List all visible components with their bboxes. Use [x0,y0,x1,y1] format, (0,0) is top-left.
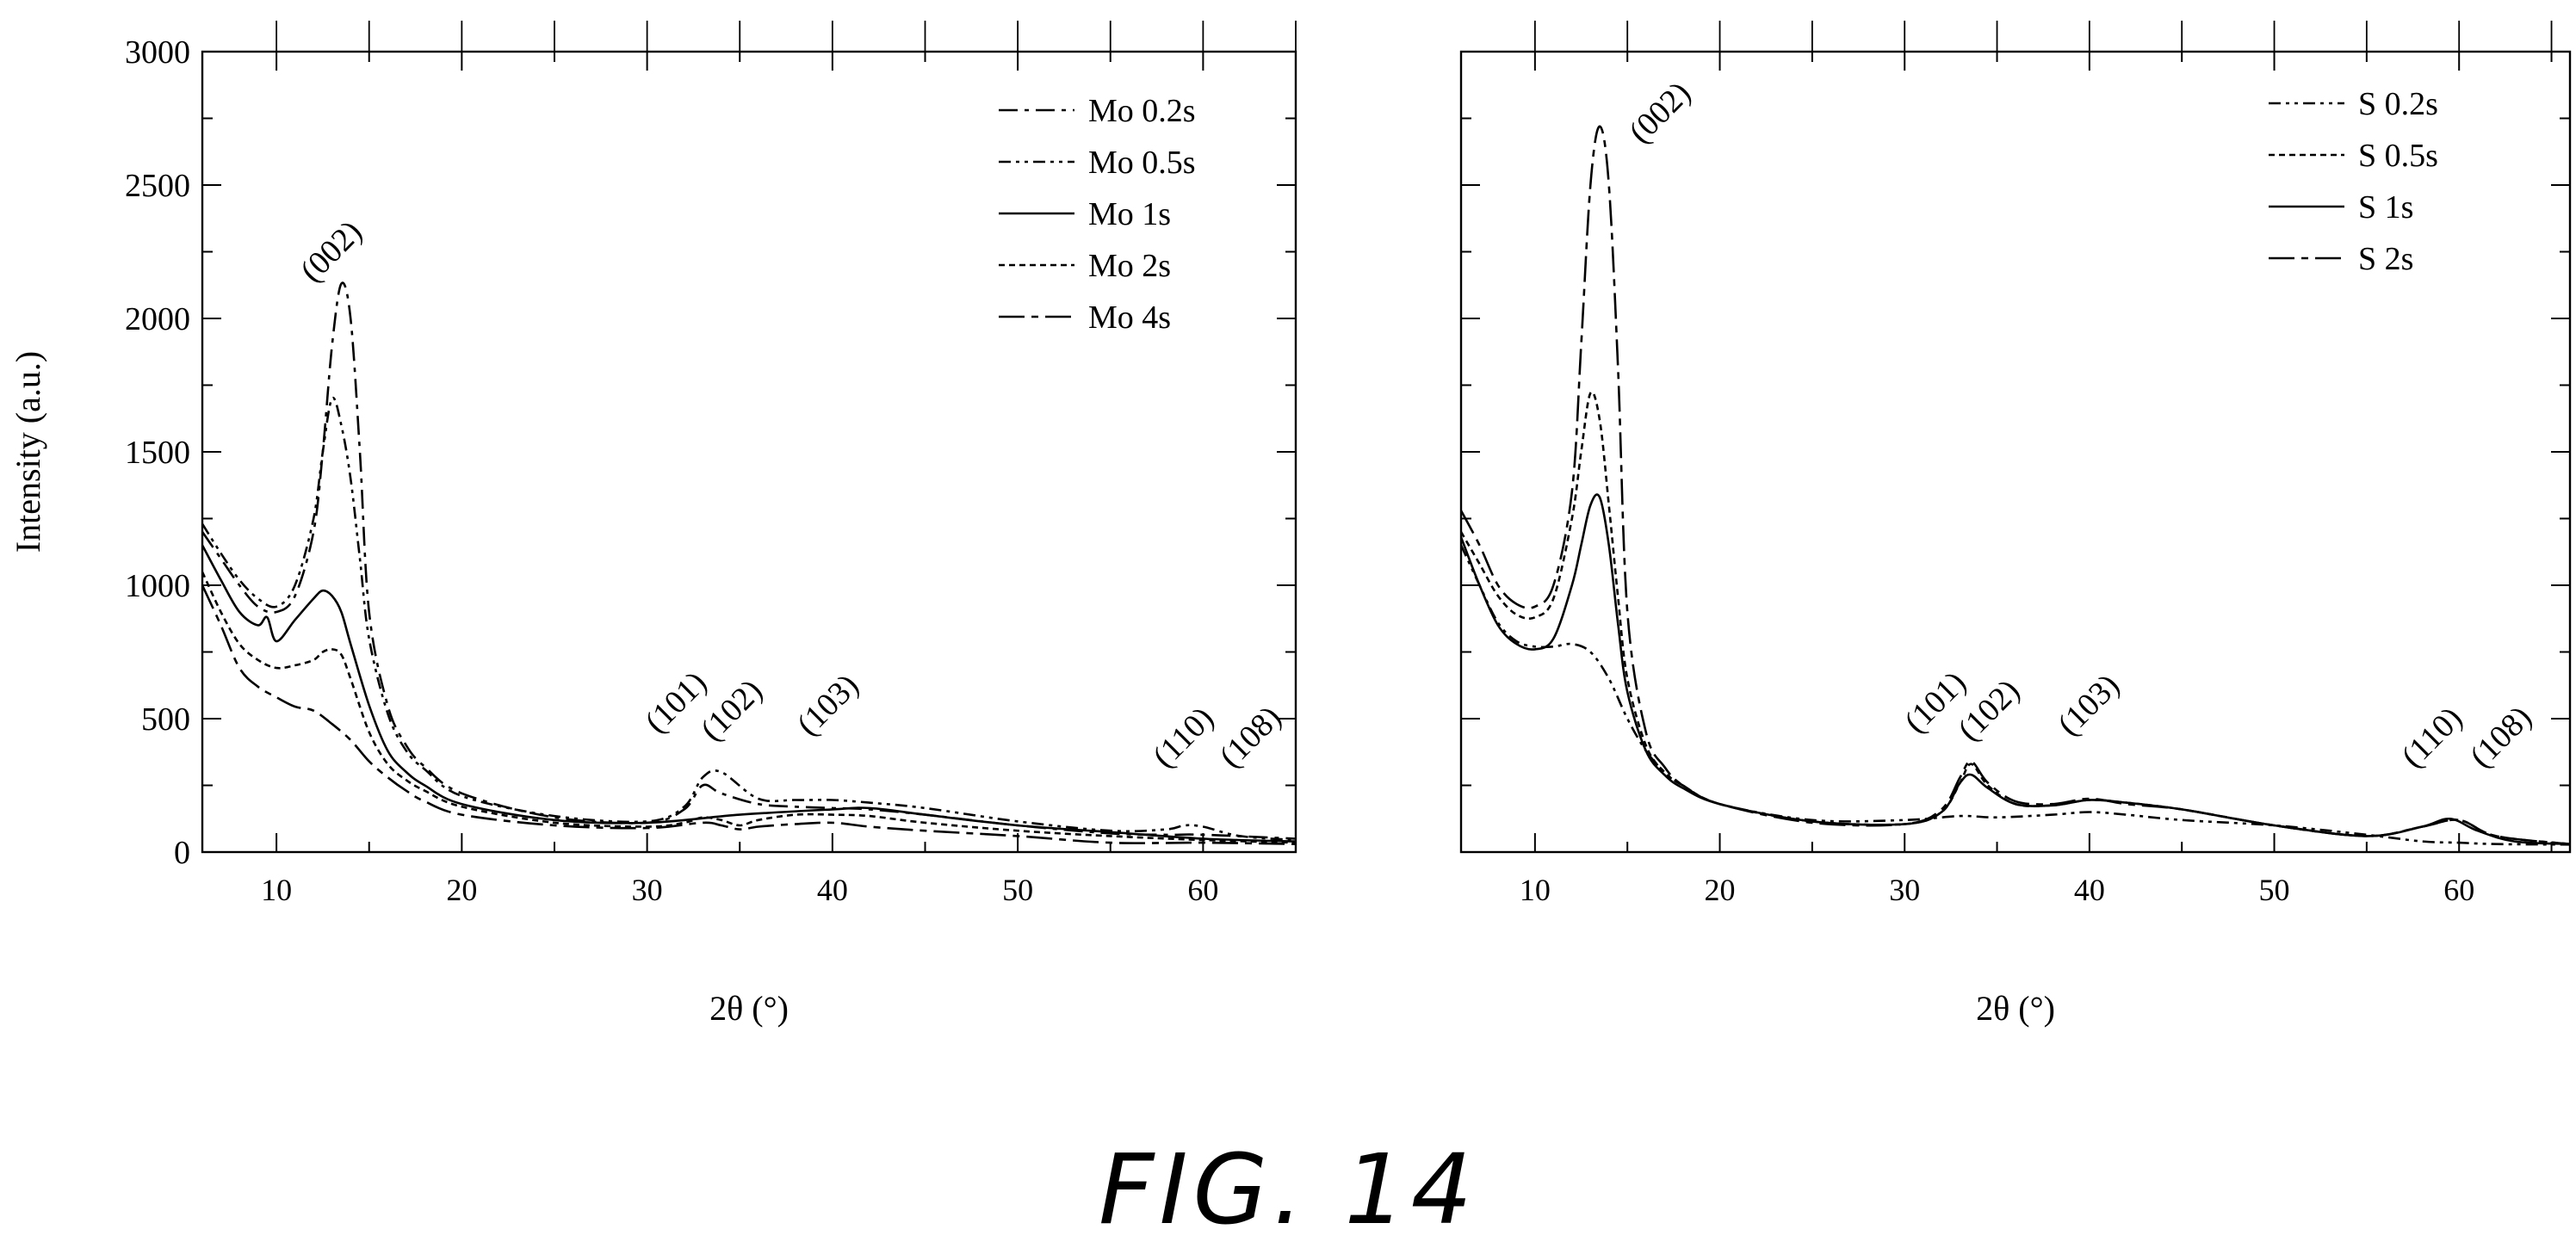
y-tick-label: 500 [141,701,190,738]
x-tick-label: 40 [817,873,848,907]
y-tick-label: 2500 [125,168,190,204]
y-tick-label: 0 [174,835,190,871]
series-line-s-0-2s [1461,544,2570,846]
y-tick-label: 1500 [125,435,190,471]
plot-area [202,281,1296,845]
legend-label: S 0.2s [2358,86,2438,122]
legend-label: Mo 0.2s [1088,93,1196,129]
legend-label: Mo 4s [1088,300,1171,336]
peak-annotation: (103) [2051,667,2127,743]
legend-label: S 1s [2358,189,2413,225]
y-tick-label: 3000 [125,34,190,71]
series-line-mo-0-2s [202,281,1296,840]
peak-annotation: (108) [1212,699,1288,775]
x-tick-label: 40 [2074,873,2105,907]
peak-annotation: (002) [294,213,369,289]
series-line-mo-0-5s [202,396,1296,842]
legend-label: Mo 2s [1088,248,1171,284]
legend-label: S 2s [2358,241,2413,277]
legend-label: Mo 1s [1088,196,1171,232]
peak-annotation: (110) [1146,700,1221,775]
y-tick-label: 2000 [125,301,190,337]
plot-area [1461,125,2570,846]
x-tick-label: 10 [1520,873,1551,907]
y-axis-label: Intensity (a.u.) [9,351,47,553]
x-tick-label: 20 [1705,873,1736,907]
series-line-s-1s [1461,493,2570,845]
x-tick-label: 50 [1002,873,1033,907]
y-tick-label: 1000 [125,568,190,604]
x-tick-label: 50 [2259,873,2290,907]
legend-label: S 0.5s [2358,138,2438,174]
series-line-mo-1s [202,544,1296,843]
x-tick-label: 60 [1187,873,1218,907]
series-line-mo-4s [202,584,1296,845]
x-tick-label: 30 [1889,873,1920,907]
peak-annotation: (110) [2394,700,2469,775]
legend-label: Mo 0.5s [1088,145,1196,181]
x-axis-label: 2θ (°) [1976,989,2055,1028]
figure-caption: FIG. 14 [1099,1134,1477,1246]
x-tick-label: 30 [632,873,663,907]
left-chart: 10 20 30 40 50 60 0 500 1000 1500 2000 2500 3000 2θ (… [9,21,1297,1028]
peak-annotation: (103) [790,667,866,743]
series-line-s-0-5s [1461,391,2570,845]
peak-annotation: (002) [1622,75,1698,151]
series-line-mo-2s [202,571,1296,844]
x-tick-label: 20 [446,873,477,907]
series-line-s-2s [1461,125,2570,845]
x-tick-label: 60 [2443,873,2474,907]
x-axis-label: 2θ (°) [709,989,789,1028]
peak-annotation: (108) [2463,699,2539,775]
x-tick-label: 10 [261,873,292,907]
